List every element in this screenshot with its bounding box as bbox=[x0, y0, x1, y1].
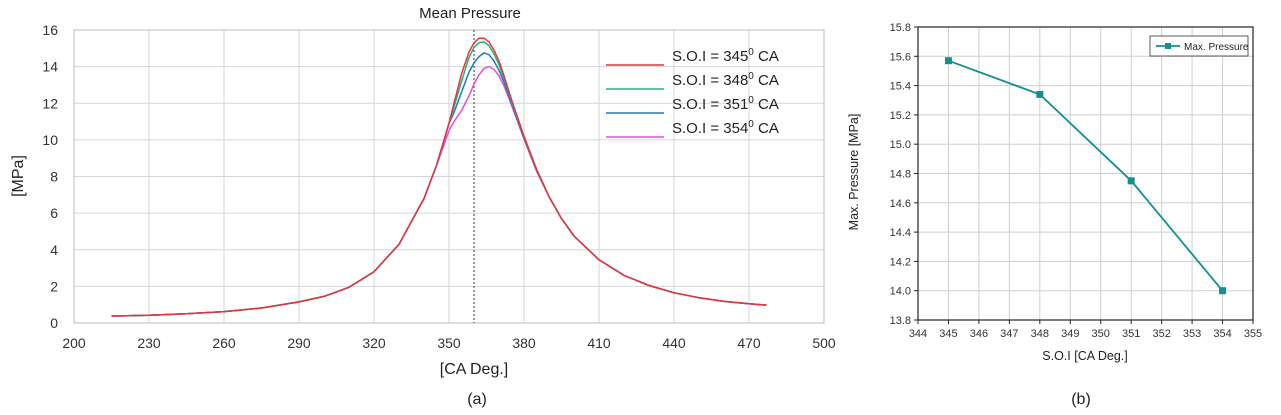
chart-a-xtick: 290 bbox=[287, 335, 311, 351]
legend-swatch-marker bbox=[1165, 43, 1171, 49]
chart-b-ytick: 14.6 bbox=[890, 198, 911, 210]
chart-b-xtick: 345 bbox=[939, 328, 957, 340]
chart-a-xtick: 350 bbox=[437, 335, 461, 351]
chart-b-xtick: 349 bbox=[1061, 328, 1079, 340]
legend-label-superscript: 0 bbox=[748, 47, 754, 58]
chart-b-xtick: 352 bbox=[1152, 328, 1170, 340]
pressure-curve-line bbox=[111, 65, 767, 317]
chart-a-ytick: 2 bbox=[50, 278, 58, 294]
chart-b-xtick: 350 bbox=[1092, 328, 1110, 340]
legend-label: S.O.I = 3510 CA bbox=[672, 95, 779, 113]
legend-label-superscript: 0 bbox=[748, 119, 754, 130]
chart-b-xtick: 351 bbox=[1122, 328, 1140, 340]
chart-a-xtick: 200 bbox=[62, 335, 86, 351]
chart-b-xlabel: S.O.I [CA Deg.] bbox=[1042, 349, 1127, 363]
chart-a-ytick: 12 bbox=[42, 95, 58, 111]
max-pressure-line bbox=[948, 59, 1224, 292]
chart-b-ytick: 15.4 bbox=[890, 81, 911, 93]
chart-a-legend: S.O.I = 3450 CAS.O.I = 3480 CAS.O.I = 35… bbox=[606, 47, 779, 138]
chart-b-xtick: 348 bbox=[1031, 328, 1049, 340]
figure-b: 344 345 346 347 348 349 350 351 352 353 354 355 13.8… bbox=[847, 22, 1263, 408]
legend-label: S.O.I = 3540 CA bbox=[672, 119, 779, 137]
chart-b-ytick: 14.0 bbox=[890, 286, 911, 298]
chart-a-ytick: 6 bbox=[50, 205, 58, 221]
max-pressure-marker bbox=[1127, 177, 1135, 185]
legend-label-superscript: 0 bbox=[748, 95, 754, 106]
legend-label-prefix: S.O.I = 351 bbox=[672, 96, 748, 113]
chart-b-ytick: 15.2 bbox=[890, 110, 911, 122]
figure-a: Mean Pressure 200 230 260 290 320 350 380 410 44… bbox=[10, 5, 836, 408]
chart-a-ytick: 14 bbox=[42, 59, 58, 75]
chart-b-ytick: 15.8 bbox=[890, 22, 911, 34]
chart-b-gridlines bbox=[917, 26, 1254, 321]
chart-b-ytick: 15.6 bbox=[890, 51, 911, 63]
legend-label-unit: CA bbox=[754, 96, 779, 113]
chart-b-ytick: 14.4 bbox=[890, 227, 911, 239]
chart-a-xtick: 500 bbox=[812, 335, 836, 351]
chart-a-xtick: 320 bbox=[362, 335, 386, 351]
legend-label-prefix: S.O.I = 354 bbox=[672, 120, 748, 137]
chart-a-ytick: 10 bbox=[42, 132, 58, 148]
chart-b-xtick: 346 bbox=[970, 328, 988, 340]
chart-a-tick-labels: 200 230 260 290 320 350 380 410 440 470 500 0 2 4 6 8 10… bbox=[42, 22, 835, 351]
chart-b-xtick: 347 bbox=[1000, 328, 1018, 340]
chart-a-caption: (a) bbox=[467, 391, 487, 408]
max-pressure-marker bbox=[1036, 90, 1044, 98]
legend-label: Max. Pressure bbox=[1184, 42, 1249, 53]
chart-a-xtick: 260 bbox=[212, 335, 236, 351]
chart-a-ytick: 4 bbox=[50, 242, 58, 258]
chart-a-xtick: 380 bbox=[512, 335, 536, 351]
chart-b-legend: Max. Pressure bbox=[1149, 35, 1249, 57]
max-pressure-marker bbox=[1219, 287, 1227, 295]
chart-b-ytick: 15.0 bbox=[890, 139, 911, 151]
chart-b-tick-labels: 344 345 346 347 348 349 350 351 352 353 354 355 13.8… bbox=[890, 22, 1263, 340]
legend-label-prefix: S.O.I = 348 bbox=[672, 72, 748, 89]
legend-label-prefix: S.O.I = 345 bbox=[672, 48, 748, 65]
legend-label-unit: CA bbox=[754, 120, 779, 137]
chart-b-ytick: 14.8 bbox=[890, 169, 911, 181]
legend-label-superscript: 0 bbox=[748, 71, 754, 82]
chart-a-xtick: 410 bbox=[587, 335, 611, 351]
chart-b-xtick: 344 bbox=[909, 328, 927, 340]
legend-label: S.O.I = 3450 CA bbox=[672, 47, 779, 65]
chart-a-ylabel: [MPa] bbox=[10, 155, 27, 197]
chart-b-xtick: 353 bbox=[1183, 328, 1201, 340]
chart-a-series bbox=[111, 37, 767, 317]
chart-b-xtick: 355 bbox=[1244, 328, 1262, 340]
pressure-curve-line bbox=[111, 37, 767, 317]
legend-label-unit: CA bbox=[754, 48, 779, 65]
chart-b-ylabel: Max. Pressure [MPa] bbox=[847, 114, 861, 231]
chart-b-series bbox=[944, 57, 1227, 295]
chart-a-xtick: 470 bbox=[737, 335, 761, 351]
chart-a-ytick: 0 bbox=[50, 315, 58, 331]
chart-a-xtick: 230 bbox=[137, 335, 161, 351]
pressure-curve-line bbox=[111, 41, 767, 317]
chart-a-title: Mean Pressure bbox=[419, 5, 521, 22]
chart-b-ytick: 14.2 bbox=[890, 256, 911, 268]
legend-label-unit: CA bbox=[754, 72, 779, 89]
chart-b-ytick: 13.8 bbox=[890, 315, 911, 327]
legend-label: S.O.I = 3480 CA bbox=[672, 71, 779, 89]
chart-b-caption: (b) bbox=[1071, 391, 1091, 408]
chart-a-plot-frame bbox=[73, 29, 825, 324]
chart-b-xtick: 354 bbox=[1213, 328, 1231, 340]
pressure-curve-line bbox=[111, 52, 767, 317]
chart-a-ytick: 8 bbox=[50, 169, 58, 185]
chart-a-ytick: 16 bbox=[42, 22, 58, 38]
chart-a-xtick: 440 bbox=[662, 335, 686, 351]
chart-a-xlabel: [CA Deg.] bbox=[440, 361, 508, 378]
legend-box bbox=[1149, 35, 1249, 57]
max-pressure-marker bbox=[944, 57, 952, 65]
